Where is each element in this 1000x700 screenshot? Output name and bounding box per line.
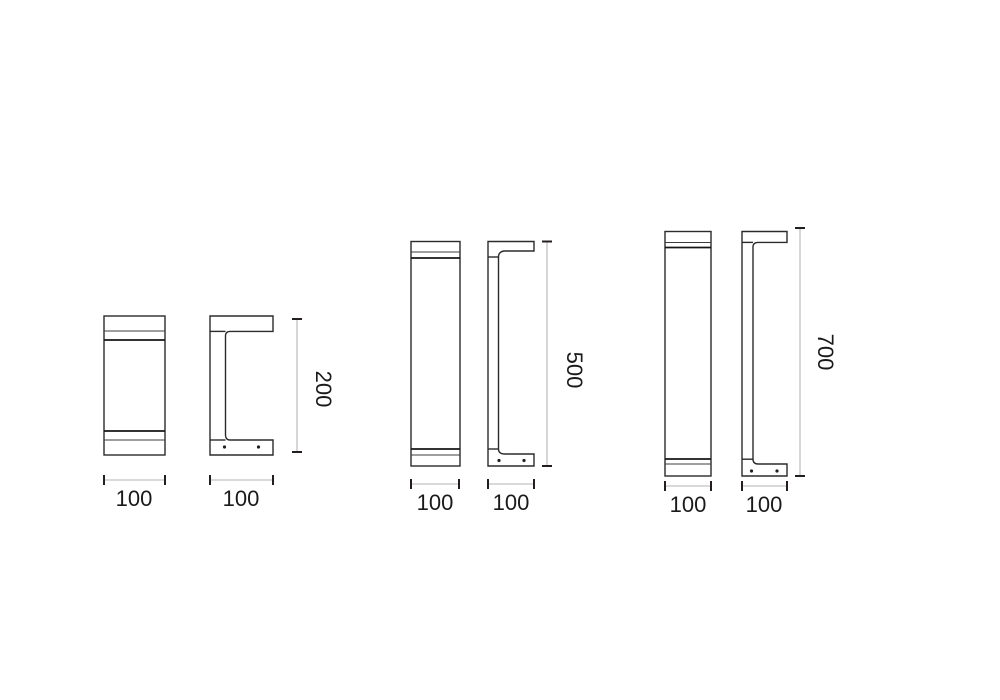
svg-text:100: 100 — [746, 492, 783, 517]
svg-text:200: 200 — [311, 371, 336, 408]
svg-text:100: 100 — [417, 490, 454, 515]
svg-text:100: 100 — [670, 492, 707, 517]
svg-text:100: 100 — [493, 490, 530, 515]
svg-text:500: 500 — [562, 352, 587, 389]
svg-text:100: 100 — [116, 486, 153, 511]
svg-text:100: 100 — [223, 486, 260, 511]
svg-text:700: 700 — [813, 334, 838, 371]
